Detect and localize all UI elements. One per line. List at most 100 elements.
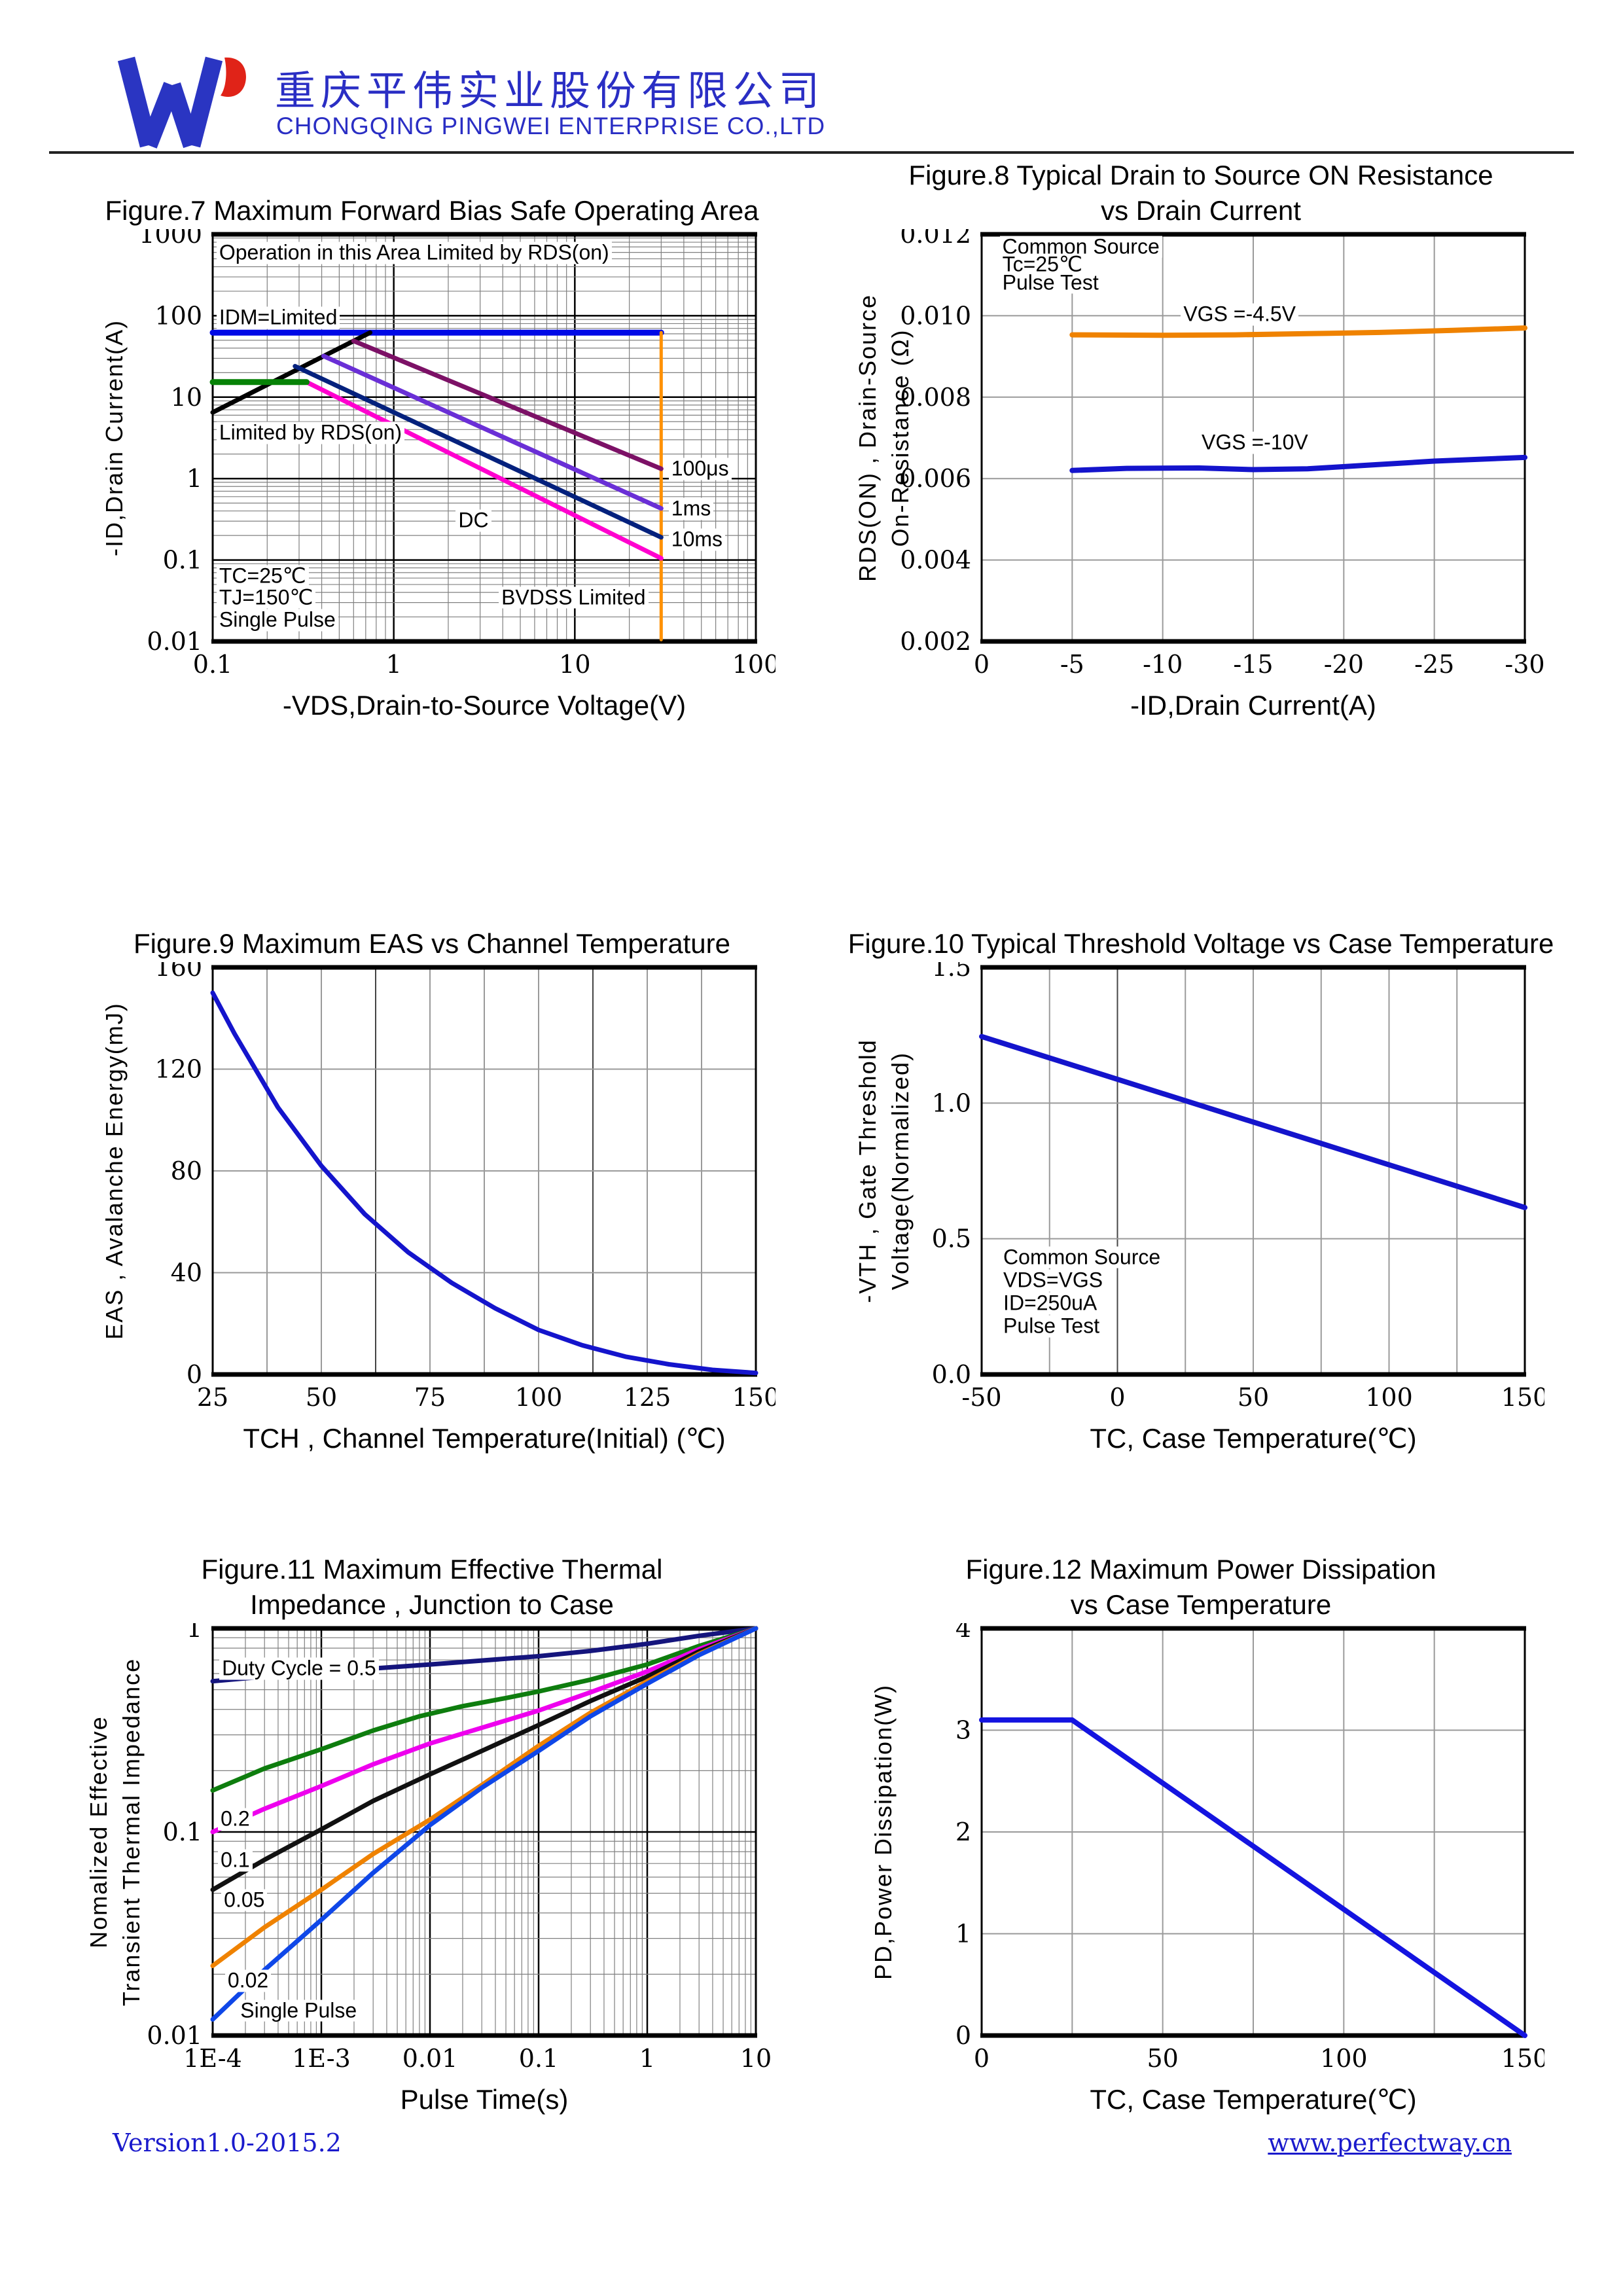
svg-text:0.0: 0.0 — [932, 1360, 971, 1389]
svg-text:0: 0 — [974, 650, 990, 679]
svg-text:0.1: 0.1 — [193, 650, 232, 679]
svg-text:50: 50 — [306, 1383, 337, 1412]
svg-text:-ID,Drain Current(A): -ID,Drain Current(A) — [101, 319, 128, 556]
figure8-rdson-chart: Figure.8 Typical Drain to Source ON Resi… — [857, 157, 1544, 740]
svg-text:-20: -20 — [1324, 650, 1364, 679]
figure11-title: Figure.11 Maximum Effective Thermal Impe… — [88, 1551, 776, 1623]
svg-text:10: 10 — [740, 2044, 772, 2073]
figure8-plot-area: 0 -5 -10 -15 -20 -25 -30 0.002 0.004 0.006 0.008 0.… — [857, 229, 1544, 740]
figure12-plot-svg: 0 50 100 150 0 1 2 3 4 TC, Case Temperature(℃) PD,… — [870, 1623, 1544, 2115]
figure9-title: Figure.9 Maximum EAS vs Channel Temperat… — [88, 890, 776, 962]
svg-text:0: 0 — [1109, 1383, 1125, 1412]
figure12-title-line1: Figure.12 Maximum Power Dissipation — [965, 1553, 1436, 1585]
svg-text:0.002: 0.002 — [900, 627, 971, 656]
svg-text:160: 160 — [154, 962, 202, 982]
svg-text:125: 125 — [624, 1383, 671, 1412]
svg-text:0.5: 0.5 — [932, 1225, 971, 1253]
figure11-plot-svg: 1E-4 1E-3 0.01 0.1 1 10 0.01 0.1 1 Pulse Time(s) N… — [88, 1623, 772, 2115]
svg-text:1: 1 — [955, 1920, 971, 1948]
svg-text:-VDS,Drain-to-Source Voltage(V: -VDS,Drain-to-Source Voltage(V) — [283, 690, 686, 721]
company-logo — [115, 54, 262, 151]
svg-text:50: 50 — [1238, 1383, 1269, 1412]
svg-text:25: 25 — [197, 1383, 228, 1412]
figure12-plot-area: 0 50 100 150 0 1 2 3 4 TC, Case Temperature(℃) PD,… — [857, 1623, 1544, 2134]
svg-text:1.5: 1.5 — [932, 962, 971, 982]
svg-text:-25: -25 — [1414, 650, 1454, 679]
svg-text:Voltage(Normalized): Voltage(Normalized) — [887, 1052, 914, 1290]
svg-text:0.004: 0.004 — [900, 546, 971, 575]
svg-text:TC, Case Temperature(℃): TC, Case Temperature(℃) — [1090, 2084, 1416, 2115]
svg-text:40: 40 — [171, 1259, 202, 1287]
svg-text:-30: -30 — [1505, 650, 1544, 679]
svg-text:0.1: 0.1 — [163, 1818, 202, 1846]
figure11-thermal-impedance-chart: Figure.11 Maximum Effective Thermal Impe… — [88, 1551, 776, 2134]
svg-text:-50: -50 — [961, 1383, 1001, 1412]
figure12-title-line2: vs Case Temperature — [1070, 1589, 1332, 1621]
svg-text:On-Resistance (Ω): On-Resistance (Ω) — [887, 329, 914, 547]
svg-text:1: 1 — [187, 1623, 202, 1643]
svg-text:Transient Thermal Impedance: Transient Thermal Impedance — [118, 1658, 145, 2006]
svg-text:100: 100 — [732, 650, 776, 679]
figure9-plot-area: 25 50 75 100 125 150 0 40 80 120 160 TCH , Channel … — [88, 962, 776, 1473]
svg-text:120: 120 — [154, 1055, 202, 1084]
figure7-plot-svg: 0.1 1 10 1000.010.11101001000-VDS,Drain-to-… — [101, 229, 776, 721]
svg-text:-15: -15 — [1233, 650, 1273, 679]
figure10-vth-chart: Figure.10 Typical Threshold Voltage vs C… — [848, 890, 1554, 1473]
svg-text:50: 50 — [1147, 2044, 1178, 2073]
figure11-title-line1: Figure.11 Maximum Effective Thermal — [201, 1553, 663, 1585]
svg-text:RDS(ON) , Drain-Source: RDS(ON) , Drain-Source — [857, 294, 881, 582]
svg-text:150: 150 — [1501, 2044, 1544, 2073]
svg-text:1: 1 — [187, 464, 202, 493]
svg-text:10: 10 — [171, 383, 202, 412]
svg-text:1: 1 — [386, 650, 402, 679]
svg-text:150: 150 — [732, 1383, 776, 1412]
svg-text:0.01: 0.01 — [402, 2044, 458, 2073]
figure12-title: Figure.12 Maximum Power Dissipation vs C… — [857, 1551, 1544, 1623]
svg-text:0.006: 0.006 — [900, 464, 971, 493]
svg-text:1E-3: 1E-3 — [292, 2044, 351, 2073]
version-text: Version1.0-2015.2 — [113, 2128, 342, 2157]
figure10-title: Figure.10 Typical Threshold Voltage vs C… — [848, 890, 1554, 962]
svg-text:0.01: 0.01 — [147, 2021, 202, 2050]
svg-text:TC, Case Temperature(℃): TC, Case Temperature(℃) — [1090, 1423, 1416, 1454]
figure10-plot-area: -50 0 50 100 150 0.0 0.5 1.0 1.5 TC, Case Tempera… — [857, 962, 1544, 1473]
svg-text:100: 100 — [1320, 2044, 1368, 2073]
company-name-cn: 重庆平伟实业股份有限公司 — [275, 69, 825, 114]
svg-text:1.0: 1.0 — [932, 1088, 971, 1117]
figure9-eas-chart: Figure.9 Maximum EAS vs Channel Temperat… — [88, 890, 776, 1473]
svg-text:100: 100 — [1365, 1383, 1413, 1412]
svg-text:-ID,Drain Current(A): -ID,Drain Current(A) — [1130, 690, 1376, 721]
svg-text:Pulse Time(s): Pulse Time(s) — [401, 2084, 569, 2115]
svg-text:3: 3 — [955, 1716, 971, 1745]
svg-text:0: 0 — [974, 2044, 990, 2073]
figure11-plot-area: 1E-4 1E-3 0.01 0.1 1 10 0.01 0.1 1 Pulse Time(s) N… — [88, 1623, 776, 2134]
figure7-title: Figure.7 Maximum Forward Bias Safe Opera… — [88, 157, 776, 229]
svg-text:0.01: 0.01 — [147, 627, 202, 656]
figure8-title-line1: Figure.8 Typical Drain to Source ON Resi… — [908, 159, 1493, 190]
website-link[interactable]: www.perfectway.cn — [1268, 2128, 1512, 2157]
svg-text:2: 2 — [955, 1818, 971, 1846]
svg-text:80: 80 — [171, 1157, 202, 1185]
svg-text:1000: 1000 — [139, 229, 202, 249]
figure7-soa-chart: Figure.7 Maximum Forward Bias Safe Opera… — [88, 157, 776, 740]
figure8-plot-svg: 0 -5 -10 -15 -20 -25 -30 0.002 0.004 0.006 0.008 0.… — [857, 229, 1544, 721]
svg-text:100: 100 — [154, 301, 202, 330]
svg-text:-VTH , Gate Threshold: -VTH , Gate Threshold — [857, 1039, 881, 1302]
figure10-plot-svg: -50 0 50 100 150 0.0 0.5 1.0 1.5 TC, Case Tempera… — [857, 962, 1544, 1454]
svg-text:75: 75 — [414, 1383, 446, 1412]
svg-text:TCH , Channel Temperature(Init: TCH , Channel Temperature(Initial) (℃) — [243, 1423, 725, 1454]
svg-text:0.1: 0.1 — [519, 2044, 558, 2073]
figure7-plot-area: 0.1 1 10 100 0.01 0.1 1 10 100 1000 -VDS,Drain-to-… — [88, 229, 776, 740]
svg-text:0.010: 0.010 — [900, 301, 971, 330]
figure10-title-line1: Figure.10 Typical Threshold Voltage vs C… — [847, 928, 1554, 960]
svg-text:EAS , Avalanche Energy(mJ): EAS , Avalanche Energy(mJ) — [101, 1002, 128, 1340]
figure9-title-line1: Figure.9 Maximum EAS vs Channel Temperat… — [134, 928, 730, 960]
header-divider — [49, 151, 1574, 154]
svg-text:-10: -10 — [1143, 650, 1183, 679]
figure7-title-line1: Figure.7 Maximum Forward Bias Safe Opera… — [105, 195, 759, 226]
logo-icon — [117, 56, 246, 149]
svg-text:Nomalized Effective: Nomalized Effective — [88, 1715, 112, 1948]
figure8-title-line2: vs Drain Current — [1101, 195, 1301, 226]
figure8-title: Figure.8 Typical Drain to Source ON Resi… — [857, 157, 1544, 229]
